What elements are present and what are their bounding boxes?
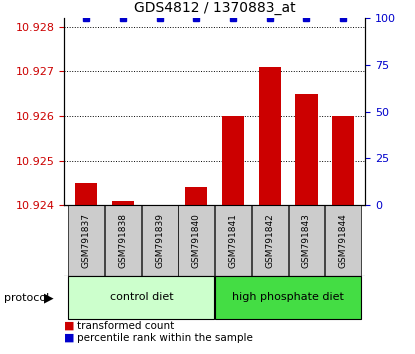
Bar xyxy=(215,276,361,319)
Bar xyxy=(215,205,251,276)
Text: GSM791839: GSM791839 xyxy=(155,213,164,268)
Bar xyxy=(222,116,244,205)
Text: GSM791841: GSM791841 xyxy=(229,213,238,268)
Bar xyxy=(142,205,178,276)
Text: GSM791840: GSM791840 xyxy=(192,213,201,268)
Text: percentile rank within the sample: percentile rank within the sample xyxy=(77,333,253,343)
Bar xyxy=(288,205,325,276)
Text: ■: ■ xyxy=(64,321,75,331)
Text: GSM791838: GSM791838 xyxy=(119,213,127,268)
Text: control diet: control diet xyxy=(110,292,173,302)
Bar xyxy=(105,205,141,276)
Bar xyxy=(68,276,215,319)
Bar xyxy=(68,205,104,276)
Bar xyxy=(186,188,208,205)
Text: transformed count: transformed count xyxy=(77,321,174,331)
Bar xyxy=(252,205,288,276)
Text: protocol: protocol xyxy=(4,293,49,303)
Bar xyxy=(259,67,281,205)
Text: GSM791844: GSM791844 xyxy=(339,213,348,268)
Title: GDS4812 / 1370883_at: GDS4812 / 1370883_at xyxy=(134,1,295,15)
Text: ■: ■ xyxy=(64,333,75,343)
Bar xyxy=(332,116,354,205)
Text: high phosphate diet: high phosphate diet xyxy=(232,292,344,302)
Bar xyxy=(295,94,317,205)
Text: GSM791842: GSM791842 xyxy=(265,213,274,268)
Bar xyxy=(112,201,134,205)
Text: GSM791837: GSM791837 xyxy=(82,213,91,268)
Bar xyxy=(178,205,215,276)
Text: GSM791843: GSM791843 xyxy=(302,213,311,268)
Bar xyxy=(76,183,98,205)
Bar xyxy=(325,205,361,276)
Text: ▶: ▶ xyxy=(44,292,53,304)
